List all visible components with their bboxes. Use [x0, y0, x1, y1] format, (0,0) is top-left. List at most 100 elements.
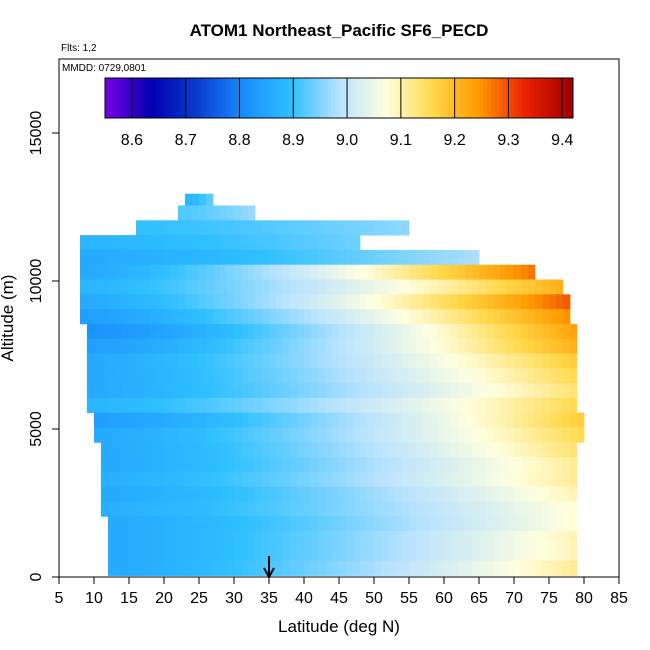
heatmap-cell [122, 279, 130, 295]
colorbar-tick-label: 9.1 [390, 132, 412, 149]
colorbar-segment [339, 78, 344, 118]
heatmap-cell [192, 309, 200, 325]
heatmap-cell [339, 501, 347, 517]
heatmap-cell [185, 368, 193, 384]
colorbar-segment [358, 78, 363, 118]
heatmap-cell [507, 531, 515, 547]
heatmap-cell [143, 294, 151, 310]
heatmap-cell [227, 545, 235, 562]
heatmap-cell [227, 501, 235, 517]
heatmap-cell [206, 412, 214, 428]
heatmap-cell [346, 516, 354, 532]
heatmap-cell [542, 501, 550, 517]
heatmap-cell [360, 264, 368, 280]
heatmap-cell [220, 486, 228, 502]
heatmap-cell [122, 368, 130, 384]
heatmap-cell [514, 471, 522, 488]
heatmap-cell [465, 249, 473, 266]
heatmap-cell [311, 442, 319, 458]
heatmap-cell [269, 501, 277, 517]
heatmap-cell [479, 442, 487, 458]
heatmap-cell [136, 531, 144, 547]
heatmap-cell [416, 368, 424, 384]
heatmap-cell [514, 412, 522, 428]
heatmap-cell [283, 338, 291, 354]
heatmap-cell [423, 501, 431, 517]
heatmap-cell [101, 235, 109, 251]
heatmap-cell [311, 383, 319, 399]
heatmap-cell [234, 383, 242, 399]
heatmap-cell [507, 309, 515, 325]
heatmap-cell [325, 471, 333, 488]
heatmap-cell [206, 545, 214, 562]
heatmap-cell [248, 545, 256, 562]
heatmap-cell [528, 471, 536, 488]
colorbar-segment [335, 78, 340, 118]
heatmap-cell [360, 338, 368, 354]
heatmap-cell [493, 531, 501, 547]
heatmap-cell [472, 516, 480, 532]
heatmap-cell [178, 235, 186, 251]
heatmap-cell [444, 545, 452, 562]
x-tick-label: 15 [120, 590, 138, 607]
heatmap-cell [395, 294, 403, 310]
heatmap-cell [367, 294, 375, 310]
heatmap-cell [325, 309, 333, 325]
heatmap-cell [332, 264, 340, 280]
heatmap-cell [213, 309, 221, 325]
heatmap-cell [500, 323, 508, 340]
heatmap-cell [563, 442, 571, 458]
heatmap-cell [451, 560, 459, 576]
heatmap-cell [472, 249, 480, 266]
heatmap-cell [409, 309, 417, 325]
heatmap-cell [304, 457, 312, 473]
heatmap-cell [136, 427, 144, 443]
heatmap-cell [542, 397, 550, 414]
heatmap-cell [374, 560, 382, 576]
chart-title: ATOM1 Northeast_Pacific SF6_PECD [190, 21, 489, 40]
heatmap-cell [409, 427, 417, 443]
heatmap-cell [486, 486, 494, 502]
heatmap-cell [213, 235, 221, 251]
heatmap-cell [108, 531, 116, 547]
heatmap-cell [346, 531, 354, 547]
colorbar-segment [413, 78, 418, 118]
heatmap-cell [136, 368, 144, 384]
heatmap-cell [374, 516, 382, 532]
heatmap-cell [101, 323, 109, 340]
heatmap-cell [94, 338, 102, 354]
colorbar-segment [440, 78, 445, 118]
heatmap-cell [402, 279, 410, 295]
heatmap-cell [297, 486, 305, 502]
heatmap-cell [206, 353, 214, 369]
heatmap-cell [542, 427, 550, 443]
heatmap-cell [360, 486, 368, 502]
heatmap-cell [206, 516, 214, 532]
heatmap-cell [409, 545, 417, 562]
heatmap-cell [465, 427, 473, 443]
heatmap-cell [528, 383, 536, 399]
heatmap-cell [108, 471, 116, 488]
heatmap-cell [409, 383, 417, 399]
heatmap-cell [234, 264, 242, 280]
heatmap-cell [381, 368, 389, 384]
heatmap-cell [388, 560, 396, 576]
heatmap-cell [185, 442, 193, 458]
heatmap-cell [311, 353, 319, 369]
heatmap-cell [255, 442, 263, 458]
heatmap-cell [416, 323, 424, 340]
heatmap-cell [178, 501, 186, 517]
heatmap-cell [381, 294, 389, 310]
colorbar-segment [526, 78, 531, 118]
heatmap-cell [437, 457, 445, 473]
heatmap-cell [136, 220, 144, 236]
heatmap-cell [129, 427, 137, 443]
heatmap-cell [542, 279, 550, 295]
heatmap-cell [563, 397, 571, 414]
heatmap-cell [402, 457, 410, 473]
heatmap-cell [346, 412, 354, 428]
heatmap-cell [276, 457, 284, 473]
heatmap-cell [507, 442, 515, 458]
heatmap-cell [409, 457, 417, 473]
